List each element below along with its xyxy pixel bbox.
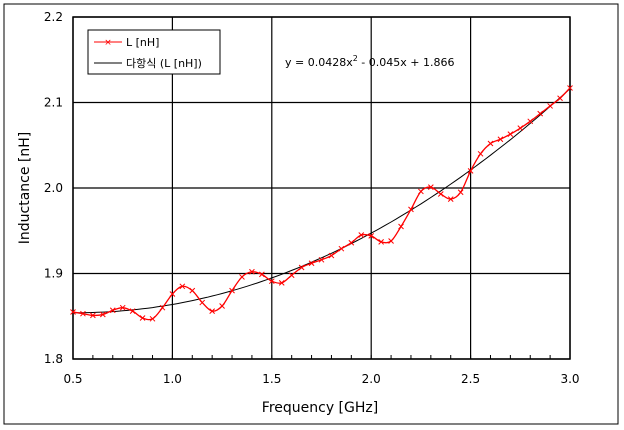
data-point-marker (179, 283, 186, 290)
data-point-marker (99, 311, 106, 318)
legend: × L [nH] 다항식 (L [nH]) (87, 29, 221, 75)
data-point-marker (557, 95, 563, 102)
data-point-marker (139, 315, 146, 321)
data-point-marker (358, 232, 365, 238)
tick-labels: 0.5 1.0 1.5 2.0 2.5 3.0 1.8 1.9 2.0 2.1 2.2 (44, 10, 580, 386)
data-point-marker (129, 308, 136, 314)
y-tick-label: 1.9 (44, 267, 63, 281)
data-point-marker (318, 256, 325, 263)
data-series (70, 85, 573, 322)
data-point-marker (398, 223, 404, 230)
data-point-marker (288, 272, 295, 279)
legend-label-series1: L [nH] (126, 36, 159, 49)
data-point-marker (408, 206, 414, 213)
x-tick-label: 2.5 (461, 372, 480, 386)
data-point-marker (189, 287, 196, 294)
data-point-marker (109, 307, 116, 314)
legend-marker-x-icon: × (104, 38, 112, 48)
data-point-marker (199, 299, 206, 306)
data-point-marker (388, 238, 394, 244)
data-point-marker (497, 136, 504, 143)
equation-sup: 2 (353, 54, 358, 63)
data-point-marker (368, 233, 375, 239)
x-tick-label: 0.5 (63, 372, 82, 386)
equation-rest: - 0.045x + 1.866 (358, 56, 455, 69)
data-point-marker (457, 189, 464, 196)
data-point-marker (527, 118, 534, 125)
data-point-marker (229, 287, 235, 294)
data-point-marker (378, 239, 384, 245)
y-axis-title: Inductance [nH] (17, 132, 33, 245)
legend-label-series2: 다항식 (L [nH]) (126, 57, 202, 70)
data-point-marker (467, 168, 474, 174)
equation-main: y = 0.0428x (285, 56, 353, 69)
legend-box (87, 29, 221, 75)
data-point-marker (418, 188, 424, 195)
data-point-marker (80, 310, 86, 317)
y-tick-label: 2.2 (44, 10, 63, 24)
data-point-marker (268, 278, 275, 285)
grid (72, 16, 571, 360)
trendline (73, 88, 571, 314)
data-point-marker (298, 264, 305, 271)
data-point-marker (70, 309, 76, 315)
x-tick-label: 2.0 (362, 372, 381, 386)
x-tick-label: 3.0 (560, 372, 579, 386)
data-point-marker (477, 150, 484, 157)
data-point-marker (239, 274, 245, 280)
data-point-marker (437, 191, 444, 197)
data-point-marker (249, 268, 255, 275)
y-tick-label: 2.1 (44, 96, 63, 110)
data-point-marker (328, 252, 335, 259)
polynomial-trendline (73, 88, 571, 314)
data-point-marker (308, 260, 315, 267)
data-point-marker (427, 184, 434, 190)
data-point-marker (169, 291, 176, 297)
data-point-marker (159, 304, 166, 311)
data-point-marker (567, 85, 573, 91)
x-tick-label: 1.5 (262, 372, 281, 386)
data-point-marker (348, 239, 355, 246)
data-point-marker (447, 196, 454, 202)
trendline-equation: y = 0.0428x2 - 0.045x + 1.866 (285, 54, 454, 69)
x-axis-title: Frequency [GHz] (262, 400, 378, 416)
data-point-marker (487, 140, 494, 147)
data-point-marker (537, 110, 544, 117)
data-point-marker (517, 125, 524, 132)
data-point-marker (219, 303, 225, 309)
data-point-marker (119, 304, 126, 311)
y-tick-label: 1.8 (44, 352, 63, 366)
x-tick-label: 1.0 (163, 372, 182, 386)
data-point-marker (259, 271, 265, 278)
data-point-marker (209, 308, 216, 314)
data-point-marker (338, 245, 345, 252)
y-tick-label: 2.0 (44, 181, 63, 195)
data-point-marker (278, 280, 285, 286)
data-point-marker (547, 103, 553, 109)
data-point-marker (90, 312, 96, 319)
data-point-marker (507, 131, 514, 137)
data-point-marker (149, 315, 156, 322)
